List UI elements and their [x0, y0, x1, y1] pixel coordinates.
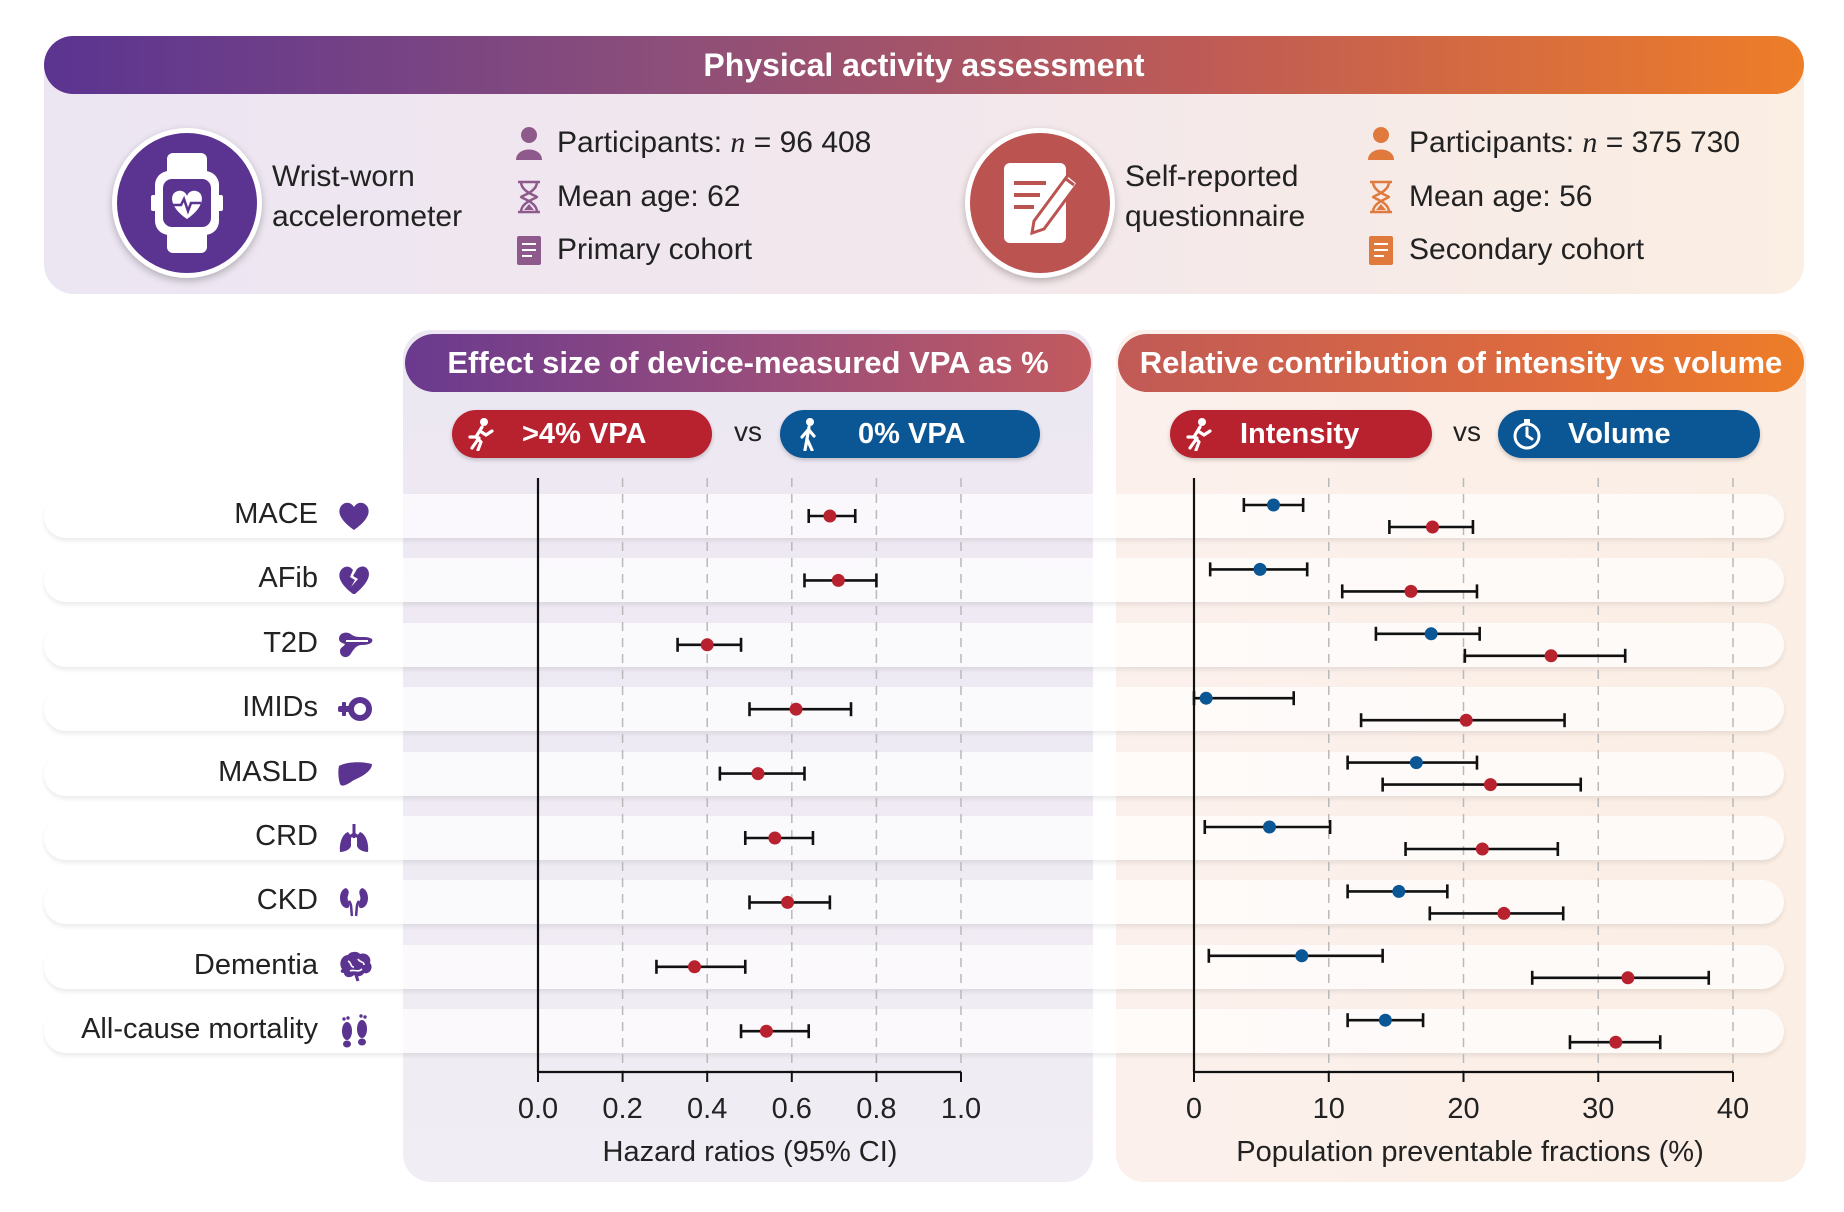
x-tick-label: 20 — [1447, 1093, 1479, 1125]
runner-icon — [1186, 418, 1212, 451]
point-estimate — [1267, 498, 1281, 512]
x-tick-label: 30 — [1582, 1093, 1614, 1125]
legend-zero-vpa: 0% VPA — [780, 410, 1040, 458]
liver-icon — [336, 756, 376, 797]
runner-icon — [468, 418, 494, 451]
outcome-row-band — [44, 1009, 1784, 1054]
point-estimate — [1459, 713, 1473, 727]
point-estimate — [781, 895, 795, 909]
point-estimate — [1621, 971, 1635, 985]
outcome-label: T2D — [263, 626, 318, 659]
outcome-row-band — [44, 622, 1784, 667]
point-estimate — [1409, 756, 1423, 770]
brain-icon — [336, 949, 376, 990]
legend-volume: Volume — [1498, 410, 1760, 458]
hazard-ratio-title: Effect size of device-measured VPA as % — [405, 334, 1091, 392]
hourglass-icon — [518, 180, 540, 214]
point-estimate — [1544, 649, 1558, 663]
hourglass-icon — [1370, 180, 1392, 214]
outcome-label: AFib — [258, 562, 318, 595]
point-estimate — [768, 831, 782, 845]
document-icon — [1369, 236, 1393, 265]
person-icon — [1368, 127, 1394, 160]
point-estimate — [1253, 562, 1267, 576]
kidneys-icon — [336, 884, 376, 925]
point-estimate — [1262, 820, 1276, 834]
preventable-fraction-title: Relative contribution of intensity vs vo… — [1118, 334, 1804, 392]
outcome-row-band — [44, 880, 1784, 925]
outcome-label: MACE — [234, 498, 318, 530]
point-estimate — [1483, 778, 1497, 792]
point-estimate — [1424, 627, 1438, 641]
outcome-row-band — [44, 494, 1784, 538]
walker-icon — [800, 418, 816, 451]
x-tick-label: 40 — [1717, 1093, 1749, 1125]
outcome-row-band — [44, 558, 1784, 603]
point-estimate — [1392, 884, 1406, 898]
footprints-icon — [336, 1013, 376, 1054]
x-tick-label: 0.6 — [772, 1093, 812, 1125]
legend-high-vpa: >4% VPA — [452, 410, 712, 458]
method-questionnaire: Self-reported questionnaire — [1125, 160, 1306, 233]
x-tick-label: 0.4 — [687, 1093, 727, 1125]
outcome-row-band — [44, 816, 1784, 860]
point-estimate — [1378, 1013, 1392, 1027]
outcome-label: CKD — [256, 884, 318, 917]
point-estimate — [831, 573, 845, 587]
x-tick-label: 1.0 — [941, 1093, 981, 1125]
point-estimate — [789, 702, 803, 716]
point-estimate — [1295, 949, 1309, 963]
outcome-label: MASLD — [218, 755, 318, 788]
x-tick-label: 10 — [1313, 1093, 1345, 1125]
point-estimate — [1497, 906, 1511, 920]
point-estimate — [1199, 691, 1213, 705]
hr-axis-label: Hazard ratios (95% CI) — [602, 1136, 898, 1168]
outcome-label: IMIDs — [242, 691, 318, 724]
point-estimate — [823, 509, 837, 523]
pancreas-icon — [336, 627, 376, 668]
vs-label-right: vs — [1453, 416, 1481, 447]
outcome-label: CRD — [255, 820, 318, 852]
document-icon — [517, 236, 541, 265]
vs-label-left: vs — [734, 416, 762, 447]
outcome-row-band — [44, 687, 1784, 732]
point-estimate — [751, 767, 765, 781]
questionnaire-icon — [965, 128, 1115, 278]
x-tick-label: 0.8 — [856, 1093, 896, 1125]
smartwatch-icon — [112, 128, 262, 278]
point-estimate — [1426, 520, 1440, 534]
header-title: Physical activity assessment — [44, 36, 1804, 94]
outcome-label: Dementia — [193, 948, 318, 981]
outcome-row-band — [44, 944, 1784, 989]
x-tick-label: 0.2 — [602, 1093, 642, 1125]
broken-heart-icon — [336, 562, 376, 603]
ppf-axis-label: Population preventable fractions (%) — [1236, 1136, 1704, 1168]
method-accelerometer: Wrist-worn accelerometer — [272, 160, 463, 233]
heart-icon — [336, 498, 376, 539]
x-tick-label: 0.0 — [518, 1093, 558, 1125]
person-icon — [516, 127, 542, 160]
immune-icon — [336, 691, 376, 732]
outcome-label: All-cause mortality — [81, 1013, 318, 1046]
stopwatch-icon — [1513, 419, 1541, 450]
x-tick-label: 0 — [1186, 1093, 1202, 1125]
lungs-icon — [336, 820, 376, 861]
point-estimate — [1475, 842, 1489, 856]
point-estimate — [1404, 584, 1418, 598]
point-estimate — [1609, 1035, 1623, 1049]
legend-intensity: Intensity — [1170, 410, 1432, 458]
point-estimate — [700, 638, 714, 652]
point-estimate — [688, 960, 702, 974]
point-estimate — [759, 1024, 773, 1038]
